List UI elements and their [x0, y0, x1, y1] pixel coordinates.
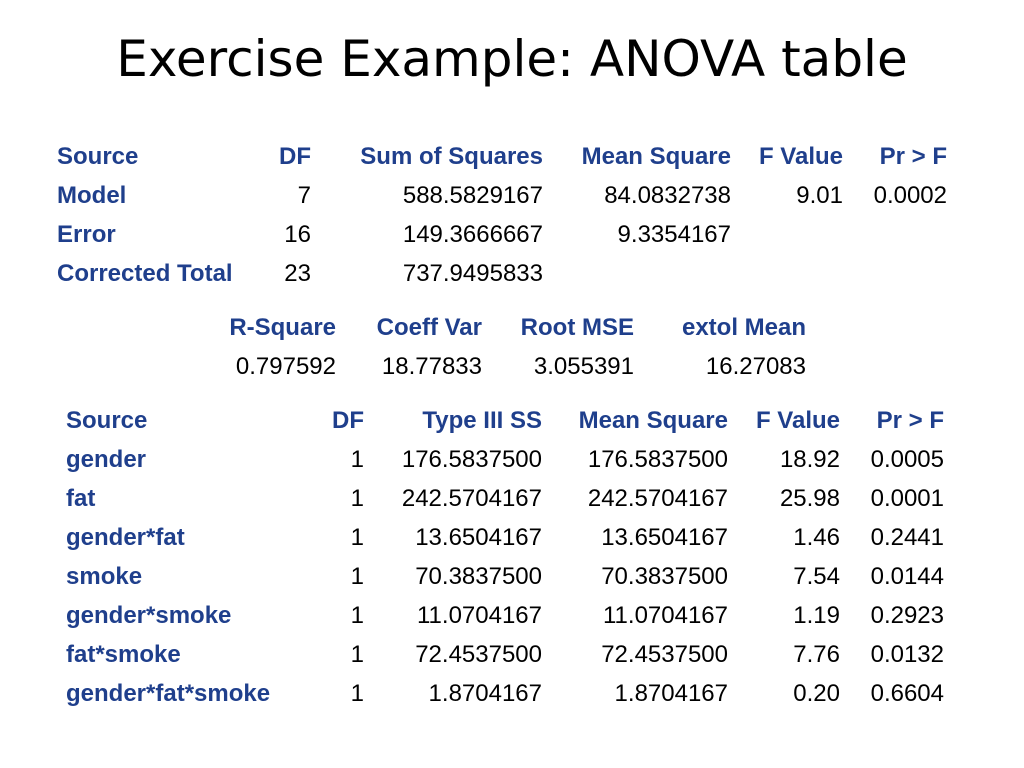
row-ss: 588.5829167 — [402, 182, 543, 209]
row-ms: 242.5704167 — [587, 485, 728, 512]
row-source: gender — [66, 446, 147, 473]
anova-header-row: Source DF Sum of Squares Mean Square F V… — [53, 137, 951, 176]
row-ms: 9.3354167 — [617, 221, 731, 248]
row-ss: 737.9495833 — [402, 260, 543, 287]
row-source: Error — [57, 221, 116, 248]
row-p: 0.0144 — [870, 563, 944, 590]
row-df: 1 — [350, 524, 364, 551]
type3-header-source: Source — [66, 407, 148, 434]
row-ms: 70.3837500 — [601, 563, 728, 590]
row-df: 7 — [297, 182, 311, 209]
type3-row-gender-fat: gender*fat 1 13.6504167 13.6504167 1.46 … — [62, 518, 948, 557]
type3-row-gender-smoke: gender*smoke 1 11.0704167 11.0704167 1.1… — [62, 596, 948, 635]
type3-header-df: DF — [332, 407, 364, 434]
row-ms: 72.4537500 — [601, 641, 728, 668]
row-ms: 11.0704167 — [602, 602, 728, 629]
row-ss: 11.0704167 — [416, 602, 542, 629]
fit-r-square-value: 0.797592 — [235, 353, 336, 380]
row-ms: 13.6504167 — [601, 524, 728, 551]
row-p: 0.2441 — [870, 524, 944, 551]
row-source: smoke — [66, 563, 143, 590]
anova-header-ss: Sum of Squares — [360, 143, 543, 170]
type3-row-fat: fat 1 242.5704167 242.5704167 25.98 0.00… — [62, 479, 948, 518]
row-source: fat — [66, 485, 96, 512]
row-p: 0.0001 — [870, 485, 944, 512]
row-f: 7.76 — [793, 641, 840, 668]
row-ss: 1.8704167 — [428, 680, 542, 707]
type3-header-f: F Value — [755, 407, 840, 434]
row-p: 0.6604 — [870, 680, 944, 707]
row-f: 18.92 — [779, 446, 840, 473]
type3-header-ss: Type III SS — [422, 407, 542, 434]
row-p: 0.0002 — [873, 182, 947, 209]
row-source: gender*fat — [66, 524, 185, 551]
anova-table: Source DF Sum of Squares Mean Square F V… — [53, 137, 951, 293]
fit-header-row: R-Square Coeff Var Root MSE extol Mean — [204, 308, 810, 347]
row-p — [847, 254, 951, 293]
row-df: 1 — [350, 602, 364, 629]
row-source: fat*smoke — [66, 641, 181, 668]
row-p: 0.0005 — [870, 446, 944, 473]
row-p: 0.0132 — [870, 641, 944, 668]
anova-header-source: Source — [57, 143, 139, 170]
anova-header-p: Pr > F — [879, 143, 947, 170]
row-f: 25.98 — [779, 485, 840, 512]
row-f — [735, 254, 847, 293]
type3-row-gender: gender 1 176.5837500 176.5837500 18.92 0… — [62, 440, 948, 479]
fit-header-coeff-var: Coeff Var — [376, 314, 482, 341]
row-ss: 72.4537500 — [415, 641, 542, 668]
row-df: 1 — [350, 641, 364, 668]
row-f: 1.19 — [793, 602, 840, 629]
type3-table: Source DF Type III SS Mean Square F Valu… — [62, 401, 948, 713]
row-p — [847, 215, 951, 254]
row-df: 16 — [284, 221, 311, 248]
fit-mean-value: 16.27083 — [705, 353, 806, 380]
type3-row-fat-smoke: fat*smoke 1 72.4537500 72.4537500 7.76 0… — [62, 635, 948, 674]
row-ms: 1.8704167 — [614, 680, 728, 707]
anova-row-corrected-total: Corrected Total 23 737.9495833 — [53, 254, 951, 293]
row-ms: 84.0832738 — [604, 182, 731, 209]
type3-row-gender-fat-smoke: gender*fat*smoke 1 1.8704167 1.8704167 0… — [62, 674, 948, 713]
fit-root-mse-value: 3.055391 — [533, 353, 634, 380]
row-f: 9.01 — [796, 182, 843, 209]
anova-header-df: DF — [279, 143, 311, 170]
anova-header-ms: Mean Square — [581, 143, 731, 170]
row-ss: 149.3666667 — [402, 221, 543, 248]
row-source: Corrected Total — [57, 260, 233, 287]
row-df: 1 — [350, 485, 364, 512]
row-f — [735, 215, 847, 254]
row-f: 0.20 — [793, 680, 840, 707]
fit-header-root-mse: Root MSE — [520, 314, 634, 341]
row-f: 7.54 — [793, 563, 840, 590]
row-ss: 242.5704167 — [401, 485, 542, 512]
anova-row-model: Model 7 588.5829167 84.0832738 9.01 0.00… — [53, 176, 951, 215]
row-df: 1 — [350, 680, 364, 707]
fit-coeff-var-value: 18.77833 — [381, 353, 482, 380]
row-source: Model — [57, 182, 127, 209]
row-ss: 176.5837500 — [401, 446, 542, 473]
fit-values-row: 0.797592 18.77833 3.055391 16.27083 — [204, 347, 810, 386]
fit-statistics-table: R-Square Coeff Var Root MSE extol Mean 0… — [204, 308, 810, 386]
row-ms: 176.5837500 — [587, 446, 728, 473]
slide-title: Exercise Example: ANOVA table — [116, 30, 908, 88]
row-df: 1 — [350, 563, 364, 590]
row-ss: 70.3837500 — [415, 563, 542, 590]
row-p: 0.2923 — [870, 602, 944, 629]
row-f: 1.46 — [793, 524, 840, 551]
type3-row-smoke: smoke 1 70.3837500 70.3837500 7.54 0.014… — [62, 557, 948, 596]
type3-header-ms: Mean Square — [578, 407, 728, 434]
type3-header-p: Pr > F — [876, 407, 944, 434]
row-ss: 13.6504167 — [415, 524, 542, 551]
anova-header-f: F Value — [758, 143, 843, 170]
row-source: gender*fat*smoke — [66, 680, 271, 707]
anova-row-error: Error 16 149.3666667 9.3354167 — [53, 215, 951, 254]
row-ms — [547, 254, 735, 293]
row-source: gender*smoke — [66, 602, 232, 629]
fit-header-mean: extol Mean — [681, 314, 806, 341]
type3-header-row: Source DF Type III SS Mean Square F Valu… — [62, 401, 948, 440]
row-df: 23 — [284, 260, 311, 287]
row-df: 1 — [350, 446, 364, 473]
fit-header-r-square: R-Square — [229, 314, 336, 341]
